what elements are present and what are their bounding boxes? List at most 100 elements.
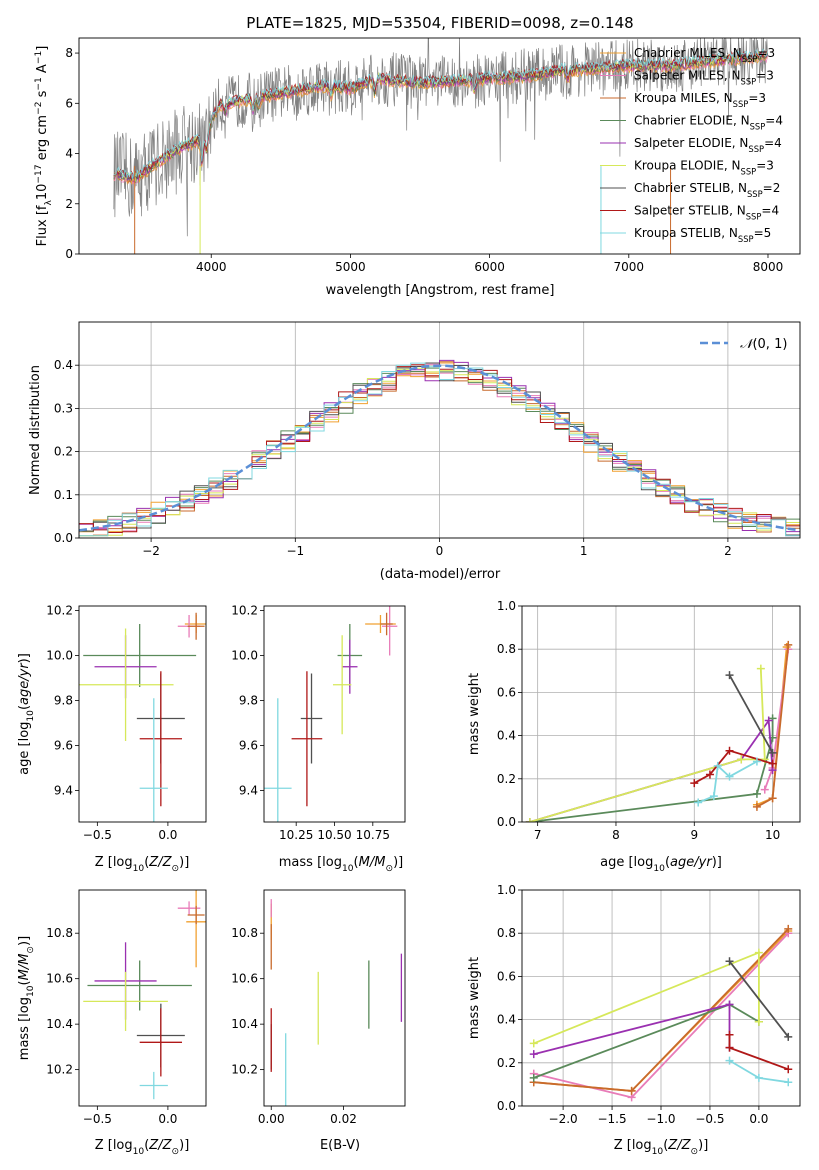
weight-marker	[690, 779, 699, 788]
axes-frame	[78, 37, 801, 255]
y-tick-label: 0.4	[54, 358, 73, 372]
normal-distribution-curve	[79, 364, 800, 532]
panel-age_vs_Z: −0.5 0.0 9.4 9.6 9.8 10.0 10.2 Z [log10(Z/Z⊙)] a…	[17, 604, 207, 874]
x-tick-label: −0.5	[83, 828, 112, 842]
weight-marker	[754, 1073, 763, 1082]
x-axis-label: mass [log10(M/M⊙)]	[279, 855, 403, 874]
weight-line-6	[728, 960, 790, 1038]
weight-marker	[752, 757, 761, 766]
y-tick-label: 0.3	[54, 401, 73, 415]
legend: Chabrier MILES, NSSP=3 Salpeter MILES, NS…	[600, 46, 783, 244]
weight-line-7	[693, 749, 773, 784]
weight-marker	[725, 1000, 734, 1009]
x-tick-label: 0.00	[258, 1112, 285, 1126]
weight-marker	[760, 785, 769, 794]
panel-weight_vs_age: 7 8 9 10 0.0 0.2 0.4 0.6 0.8 1.0 age [log10(age/yr…	[467, 599, 801, 874]
y-tick-label: 9.8	[54, 694, 73, 708]
y-tick-label: 10.2	[46, 1063, 73, 1077]
y-tick-label: 1.0	[497, 883, 516, 897]
weight-marker	[725, 671, 734, 680]
axes-frame	[263, 605, 406, 823]
x-tick-label: −0.5	[83, 1112, 112, 1126]
y-tick-label: 10.4	[46, 1017, 73, 1031]
weight-marker	[784, 924, 793, 933]
weight-line-3	[529, 718, 774, 822]
weight-marker	[754, 1017, 763, 1026]
x-tick-label: 0.0	[749, 1112, 768, 1126]
y-tick-label: 0	[65, 247, 73, 261]
plot-area-residuals	[79, 322, 800, 538]
x-tick-label: −0.5	[695, 1112, 724, 1126]
weight-marker	[737, 755, 746, 764]
weight-marker	[705, 770, 714, 779]
weight-line-5	[533, 951, 760, 1045]
y-tick-label: 10.2	[231, 1063, 258, 1077]
weight-marker	[725, 1030, 734, 1039]
weight-marker	[768, 748, 777, 757]
weight-marker	[784, 1032, 793, 1041]
legend-entry: Kroupa STELIB, NSSP=5	[634, 226, 771, 244]
weight-marker	[725, 1056, 734, 1065]
x-tick-label: 10.50	[317, 828, 351, 842]
weight-marker	[709, 792, 718, 801]
weight-line-8	[697, 760, 758, 804]
y-tick-label: 9.4	[239, 784, 258, 798]
chart-title: PLATE=1825, MJD=53504, FIBERID=0098, z=0…	[246, 14, 633, 32]
y-tick-label: 0.6	[497, 969, 516, 983]
weight-marker	[694, 798, 703, 807]
weight-marker	[713, 761, 722, 770]
weight-marker	[752, 802, 761, 811]
y-tick-label: 0.2	[497, 772, 516, 786]
x-tick-label: 0.0	[158, 1112, 177, 1126]
legend-entry: Salpeter MILES, NSSP=3	[634, 69, 774, 87]
panel-age_vs_mass: 10.25 10.50 10.75 9.4 9.6 9.8 10.0 10.2 mass [lo…	[231, 604, 406, 874]
plot-area-mass_vs_ebv	[270, 899, 403, 1106]
y-tick-label: 10.6	[231, 972, 258, 986]
x-tick-label: 0.0	[158, 828, 177, 842]
y-tick-label: 0.6	[497, 685, 516, 699]
x-tick-label: 2	[724, 544, 732, 558]
y-tick-label: 10.0	[231, 649, 258, 663]
y-tick-label: 9.6	[54, 739, 73, 753]
x-axis-label: Z [log10(Z/Z⊙)]	[95, 1138, 190, 1157]
weight-marker	[752, 789, 761, 798]
y-tick-label: 9.6	[239, 739, 258, 753]
panel-mass_vs_Z: −0.5 0.0 10.2 10.4 10.6 10.8 Z [log10(Z/Z⊙)] ma…	[17, 889, 207, 1157]
y-tick-label: 10.2	[231, 604, 258, 618]
legend-entry: Chabrier ELODIE, NSSP=4	[634, 114, 783, 132]
y-tick-label: 1.0	[497, 599, 516, 613]
x-tick-label: 7000	[614, 260, 645, 274]
plot-area-age_vs_Z	[79, 612, 206, 822]
axes-frame	[78, 889, 207, 1107]
weight-marker	[784, 1065, 793, 1074]
panel-spectrum: 4000 5000 6000 7000 8000 0 2 4 6 8 PLATE=1825, MJD…	[34, 14, 801, 298]
y-tick-label: 0.0	[497, 815, 516, 829]
legend-entry: 𝒩(0, 1)	[740, 337, 787, 352]
plot-area-weight_vs_Z	[522, 890, 800, 1106]
panel-residuals: −2 −1 0 1 2 0.0 0.1 0.2 0.3 0.4 (data-model)/error…	[28, 321, 801, 582]
legend-entry: Kroupa MILES, NSSP=3	[634, 91, 766, 109]
x-tick-label: −1	[286, 544, 304, 558]
weight-marker	[756, 664, 765, 673]
weight-marker	[768, 759, 777, 768]
y-tick-label: 0.0	[497, 1099, 516, 1113]
y-axis-label: mass weight	[467, 673, 482, 755]
x-tick-label: 10.75	[356, 828, 390, 842]
y-tick-label: 10.4	[231, 1017, 258, 1031]
y-axis-label: Normed distribution	[28, 365, 43, 495]
x-tick-label: −1.5	[597, 1112, 626, 1126]
weight-marker	[764, 716, 773, 725]
weight-marker	[784, 1078, 793, 1087]
y-axis-label: age [log10(age/yr)]	[17, 653, 36, 775]
weight-marker	[725, 1043, 734, 1052]
legend-entry: Salpeter STELIB, NSSP=4	[634, 204, 779, 222]
legend-entry: Kroupa ELODIE, NSSP=3	[634, 159, 774, 177]
weight-marker	[525, 818, 534, 822]
y-tick-label: 10.8	[46, 926, 73, 940]
weight-marker	[529, 1050, 538, 1059]
y-tick-label: 2	[65, 197, 73, 211]
y-tick-label: 6	[65, 96, 73, 110]
x-axis-label: age [log10(age/yr)]	[600, 855, 722, 874]
x-tick-label: −1.0	[646, 1112, 675, 1126]
x-tick-label: 0.02	[330, 1112, 357, 1126]
